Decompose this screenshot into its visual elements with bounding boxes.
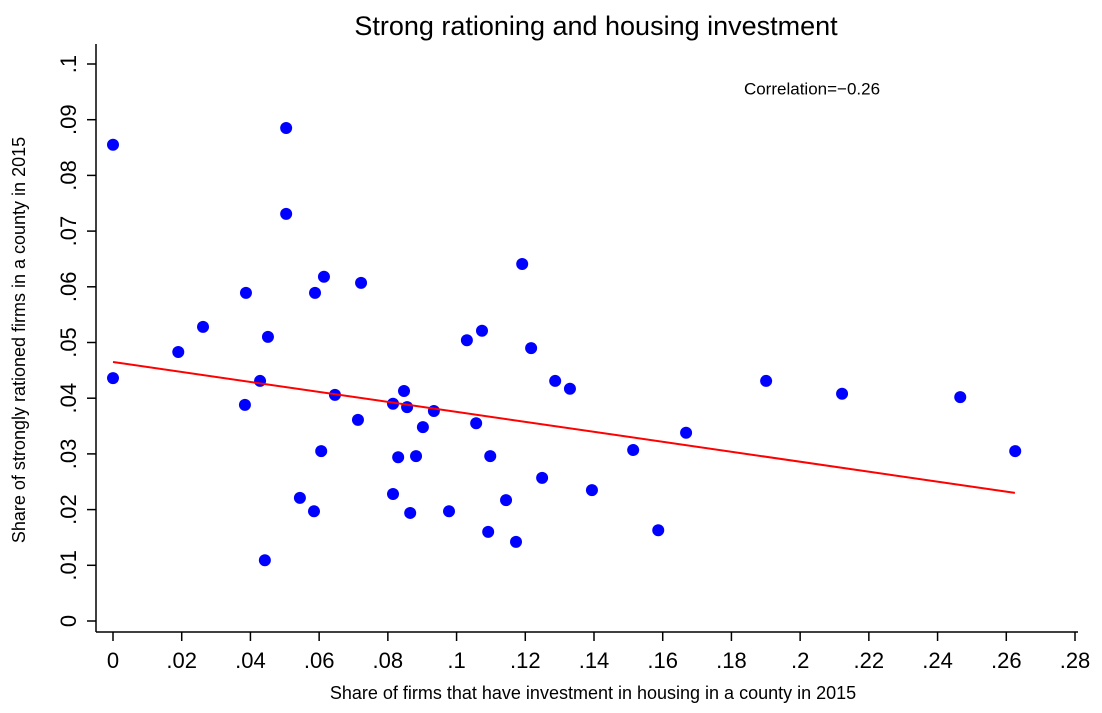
- y-tick-label: .07: [56, 216, 81, 247]
- x-tick-label: .08: [373, 648, 404, 673]
- point: [760, 374, 773, 387]
- point: [293, 491, 306, 504]
- x-tick-label: .12: [510, 648, 541, 673]
- point: [443, 505, 456, 518]
- point: [315, 445, 328, 458]
- x-tick-label: .06: [304, 648, 335, 673]
- y-tick-label: .09: [56, 104, 81, 135]
- y-tick-label: .04: [56, 383, 81, 414]
- point: [525, 342, 538, 355]
- x-tick-label: .02: [166, 648, 197, 673]
- point: [309, 286, 322, 299]
- point: [254, 374, 267, 387]
- x-tick-label: .24: [922, 648, 953, 673]
- point: [475, 324, 488, 337]
- point: [484, 450, 497, 463]
- x-tick-label: .1: [447, 648, 465, 673]
- point: [585, 484, 598, 497]
- y-tick-label: .03: [56, 439, 81, 470]
- point: [954, 391, 967, 404]
- point: [401, 401, 414, 414]
- y-tick-label: .02: [56, 494, 81, 525]
- y-tick-label: .05: [56, 327, 81, 358]
- point: [317, 270, 330, 283]
- y-tick-label: .1: [56, 55, 81, 73]
- point: [239, 286, 252, 299]
- point: [470, 417, 483, 430]
- point: [398, 384, 411, 397]
- x-tick-label: .22: [854, 648, 885, 673]
- x-tick-label: .18: [716, 648, 747, 673]
- y-axis-label: Share of strongly rationed firms in a co…: [9, 137, 29, 543]
- point: [355, 276, 368, 289]
- chart-title: Strong rationing and housing investment: [354, 11, 838, 41]
- x-tick-label: .16: [647, 648, 678, 673]
- x-axis-label: Share of firms that have investment in h…: [330, 683, 856, 703]
- point: [387, 488, 400, 501]
- point: [197, 320, 210, 333]
- y-tick-label: .06: [56, 272, 81, 303]
- point: [652, 524, 665, 537]
- point: [387, 397, 400, 410]
- point: [1009, 445, 1022, 458]
- point: [460, 334, 473, 347]
- point: [680, 426, 693, 439]
- point: [482, 525, 495, 538]
- point: [107, 372, 119, 385]
- y-tick-label: .01: [56, 550, 81, 581]
- x-tick-label: 0: [107, 648, 119, 673]
- point: [107, 138, 119, 151]
- point: [307, 505, 320, 518]
- point: [510, 535, 523, 548]
- point: [172, 345, 185, 358]
- point: [351, 413, 364, 426]
- point: [392, 451, 405, 464]
- point: [410, 450, 423, 463]
- point: [427, 405, 440, 418]
- point: [500, 494, 513, 507]
- x-tick-label: .28: [1060, 648, 1091, 673]
- x-tick-label: .26: [991, 648, 1022, 673]
- point: [280, 207, 293, 220]
- x-tick-label: .14: [579, 648, 610, 673]
- x-tick-label: .04: [235, 648, 266, 673]
- y-tick-label: .08: [56, 160, 81, 191]
- point: [238, 398, 251, 411]
- point: [516, 257, 529, 270]
- x-tick-label: .2: [791, 648, 809, 673]
- point: [549, 374, 562, 387]
- point: [261, 330, 274, 343]
- point: [836, 387, 849, 400]
- point: [627, 444, 640, 457]
- y-tick-label: 0: [56, 615, 81, 627]
- point: [258, 554, 271, 567]
- point: [416, 421, 429, 434]
- point: [280, 122, 293, 135]
- fit-line: [112, 361, 1016, 494]
- point: [563, 382, 576, 395]
- point: [536, 471, 549, 484]
- annotation: Correlation=−0.26: [744, 79, 880, 98]
- point: [404, 506, 417, 519]
